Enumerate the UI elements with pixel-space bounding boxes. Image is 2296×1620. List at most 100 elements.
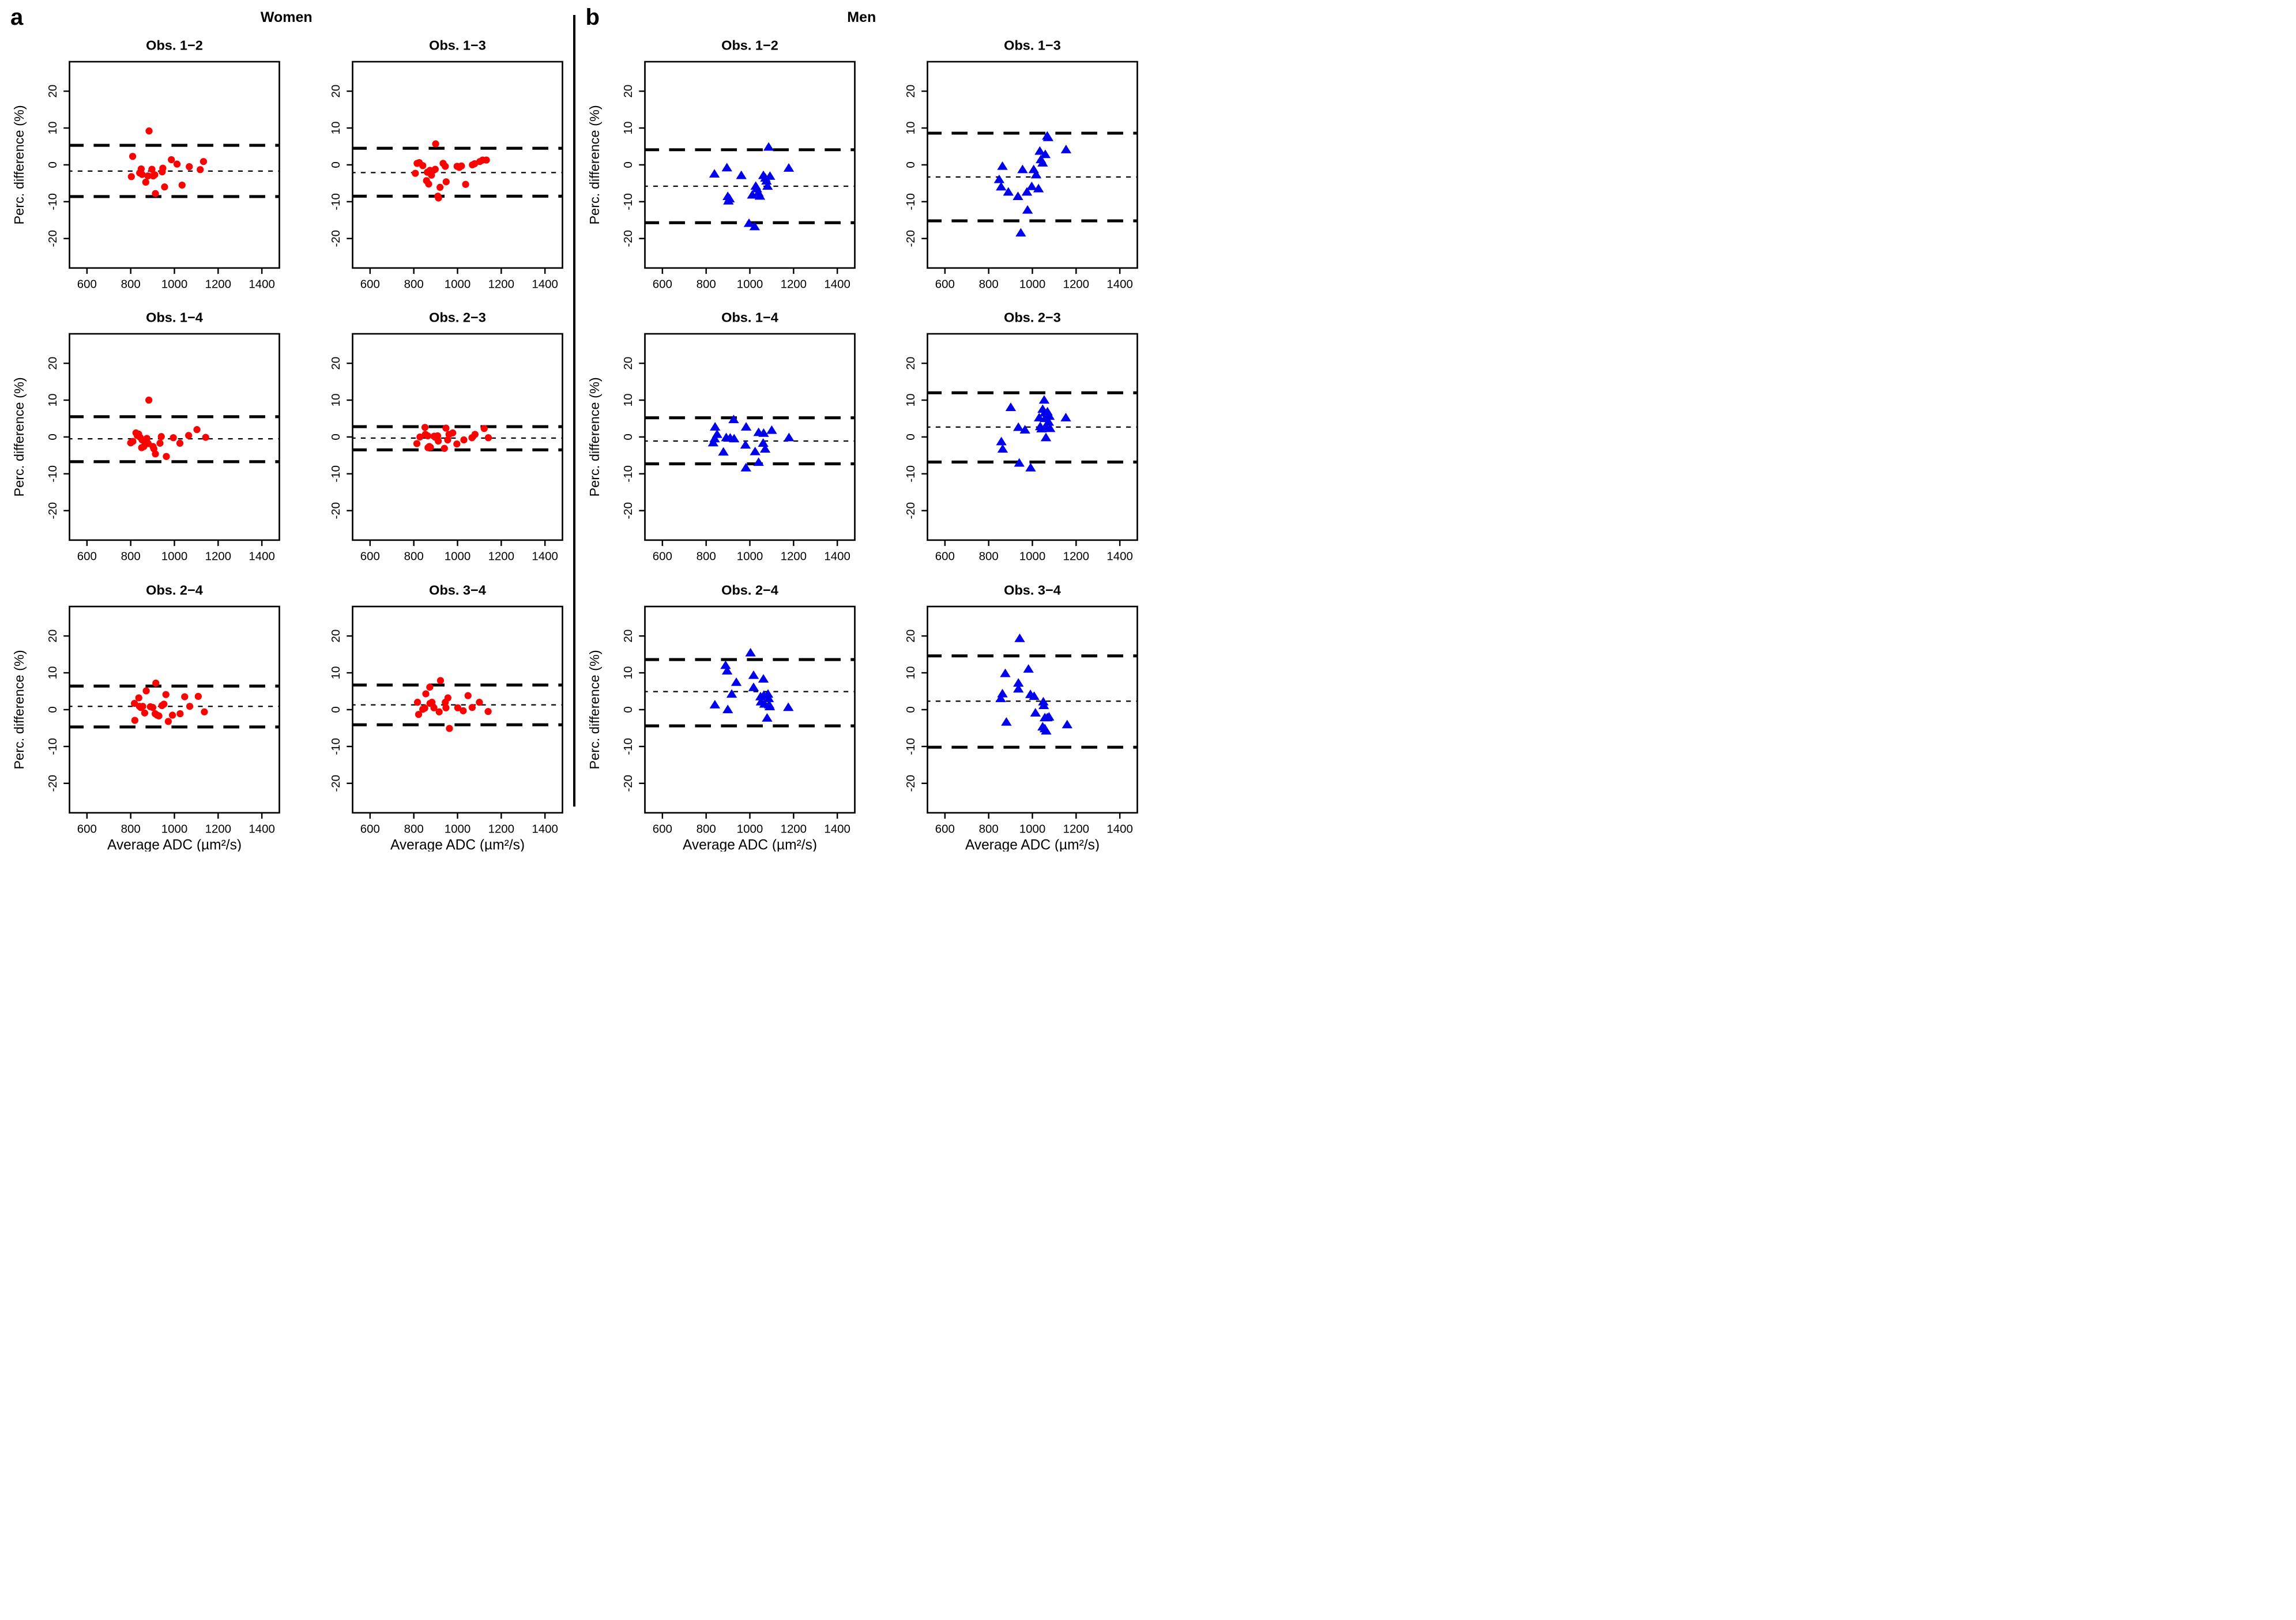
y-axis-tick-label: -10 — [329, 465, 342, 483]
y-axis-tick-label: 0 — [904, 434, 917, 440]
data-point-circle — [129, 438, 137, 446]
y-axis-tick-label: 0 — [329, 706, 342, 713]
x-axis-tick-label: 1000 — [736, 550, 762, 563]
subplot-a-obs-2-4: Obs. 2−4 600 800 1000 1200 1400 -20 -10 0 10 20 Per… — [3, 579, 287, 852]
x-axis-tick-label: 600 — [77, 278, 97, 291]
data-point-circle — [181, 693, 189, 700]
data-point-triangle — [721, 163, 732, 172]
data-point-triangle — [997, 444, 1008, 453]
x-axis-label: Average ADC (µm²/s) — [107, 837, 242, 852]
data-point-circle — [413, 440, 420, 447]
data-point-triangle — [1045, 423, 1056, 432]
y-axis-tick-label: 10 — [329, 394, 342, 407]
panel-a-letter: a — [10, 5, 24, 30]
data-point-circle — [459, 707, 467, 714]
x-axis-tick-label: 800 — [121, 550, 141, 563]
data-point-circle — [141, 709, 149, 717]
data-point-triangle — [1014, 458, 1025, 467]
data-point-circle — [142, 687, 150, 695]
y-axis-label: Perc. difference (%) — [12, 105, 27, 224]
data-point-circle — [138, 171, 146, 178]
y-axis-tick-label: -20 — [904, 502, 917, 519]
x-axis-tick-label: 1400 — [1107, 278, 1133, 291]
data-point-circle — [160, 700, 168, 708]
data-point-triangle — [1026, 181, 1037, 190]
x-axis-tick-label: 1000 — [736, 278, 762, 291]
data-point-circle — [137, 165, 145, 173]
data-point-triangle — [740, 440, 751, 449]
data-point-triangle — [995, 693, 1006, 702]
data-point-triangle — [764, 171, 776, 180]
subplot-title: Obs. 1−3 — [1004, 38, 1061, 53]
y-axis-tick-label: 20 — [904, 85, 917, 98]
panel-divider — [573, 15, 575, 807]
subplot-svg: Obs. 2−4 600 800 1000 1200 1400 -20 -10 0 10 20 Per… — [586, 582, 856, 852]
scatter-points — [996, 395, 1071, 472]
x-axis-tick-label: 1200 — [780, 822, 806, 835]
data-point-triangle — [709, 699, 720, 709]
subplot-svg: Obs. 2−3 600 800 1000 1200 1400 -20 -10 0 10 20 — [904, 310, 1139, 563]
x-axis-tick-label: 800 — [979, 822, 999, 835]
scatter-points — [707, 415, 795, 472]
data-point-circle — [422, 690, 430, 698]
data-point-circle — [436, 183, 444, 191]
x-axis-tick-label: 1200 — [780, 550, 806, 563]
x-axis-tick-label: 1400 — [1107, 550, 1133, 563]
x-axis-tick-label: 800 — [121, 278, 141, 291]
data-point-triangle — [758, 428, 769, 438]
y-axis-tick-label: -10 — [904, 193, 917, 210]
x-axis-tick-label: 1400 — [532, 822, 558, 835]
subplot-title: Obs. 2−4 — [146, 582, 203, 597]
y-axis-label: Perc. difference (%) — [12, 378, 27, 497]
data-point-triangle — [762, 181, 773, 190]
y-axis-tick-label: -20 — [329, 502, 342, 519]
data-point-triangle — [1014, 633, 1025, 642]
y-axis-tick-label: -20 — [46, 775, 59, 792]
subplot-title: Obs. 2−3 — [1004, 310, 1061, 325]
y-axis-tick-label: 0 — [329, 161, 342, 168]
x-axis-tick-label: 1400 — [1107, 822, 1133, 835]
panel-b-title: Men — [847, 9, 876, 25]
x-axis-label: Average ADC (µm²/s) — [682, 837, 816, 852]
data-point-triangle — [1037, 158, 1048, 167]
scatter-points — [130, 679, 208, 725]
data-point-triangle — [736, 170, 747, 179]
data-point-circle — [476, 698, 483, 706]
plot-frame — [643, 61, 856, 269]
subplot-svg: Obs. 1−4 600 800 1000 1200 1400 -20 -10 0 10 20 Per… — [12, 310, 280, 563]
data-point-circle — [186, 702, 194, 710]
subplot-a-obs-3-4: Obs. 3−4 600 800 1000 1200 1400 -20 -10 0 10 20 Ave… — [287, 579, 570, 852]
x-axis-tick-label: 800 — [979, 278, 999, 291]
panel-b-header: b Men — [579, 2, 1145, 35]
x-axis-label: Average ADC (µm²/s) — [965, 837, 1100, 852]
data-point-triangle — [1019, 425, 1031, 434]
subplot-title: Obs. 3−4 — [429, 582, 486, 597]
data-point-triangle — [1006, 402, 1017, 412]
data-point-circle — [178, 181, 186, 189]
data-point-triangle — [1000, 668, 1011, 677]
data-point-triangle — [996, 436, 1007, 446]
data-point-circle — [424, 432, 431, 440]
y-axis-tick-label: 10 — [904, 666, 917, 679]
x-axis-tick-label: 600 — [77, 822, 97, 835]
y-axis-tick-label: 20 — [46, 629, 59, 642]
y-axis-tick-label: -20 — [622, 230, 635, 247]
subplot-a-obs-1-3: Obs. 1−3 600 800 1000 1200 1400 -20 -10 0 10 20 — [287, 35, 570, 307]
data-point-triangle — [722, 704, 733, 713]
data-point-circle — [193, 426, 201, 434]
data-point-circle — [163, 453, 170, 461]
y-axis-tick-label: -10 — [904, 465, 917, 483]
data-point-triangle — [996, 182, 1007, 191]
data-point-triangle — [997, 688, 1008, 698]
subplot-svg: Obs. 1−2 600 800 1000 1200 1400 -20 -10 0 10 20 Per… — [586, 38, 856, 291]
data-point-circle — [144, 172, 152, 180]
x-axis-tick-label: 600 — [935, 278, 955, 291]
data-point-circle — [444, 436, 451, 444]
data-point-triangle — [1030, 707, 1041, 717]
x-axis-tick-label: 600 — [360, 822, 380, 835]
y-axis-tick-label: -20 — [329, 775, 342, 792]
data-point-triangle — [1015, 228, 1026, 237]
data-point-circle — [149, 703, 157, 711]
data-point-circle — [480, 425, 488, 432]
data-point-triangle — [1013, 684, 1024, 692]
